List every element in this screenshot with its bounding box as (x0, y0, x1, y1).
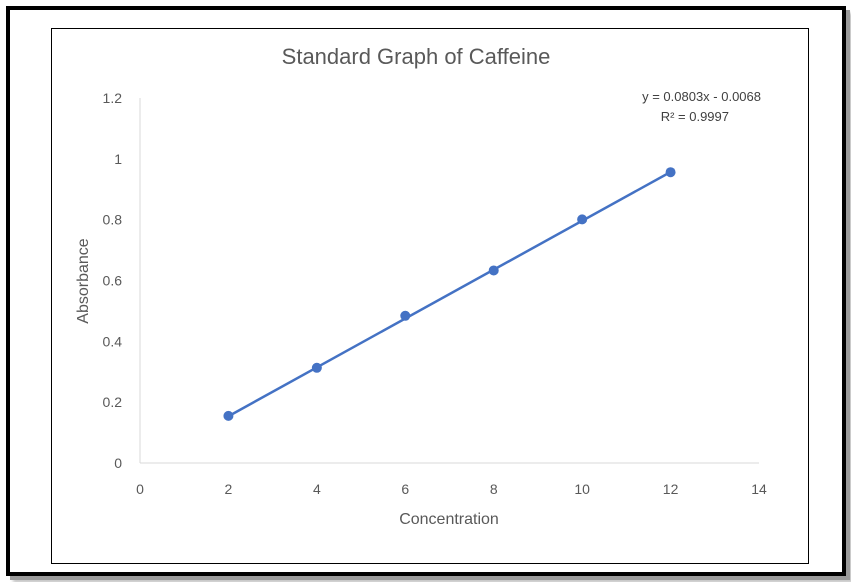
trendline-equation: y = 0.0803x - 0.0068 (642, 89, 761, 104)
y-axis-title: Absorbance (75, 238, 92, 323)
y-tick-label: 1 (114, 151, 122, 167)
trendline (227, 170, 672, 418)
y-tick-label: 0.4 (103, 333, 123, 349)
tick-labels: 0 2 4 6 8 10 12 14 0 0.2 0.4 0.6 0.8 1 1.2 (103, 90, 767, 497)
x-axis-title: Concentration (399, 511, 499, 528)
x-tick-label: 10 (574, 481, 590, 497)
y-tick-label: 1.2 (103, 90, 123, 106)
data-point (311, 362, 322, 373)
data-point (400, 310, 411, 321)
x-tick-label: 12 (663, 481, 679, 497)
data-point (223, 410, 234, 421)
chart-title: Standard Graph of Caffeine (282, 44, 551, 69)
trendline-group (227, 170, 672, 418)
data-point (577, 214, 588, 225)
y-tick-label: 0 (114, 455, 122, 471)
x-tick-label: 6 (401, 481, 409, 497)
x-tick-label: 0 (136, 481, 144, 497)
x-tick-label: 14 (751, 481, 767, 497)
trendline-r-squared: R² = 0.9997 (661, 109, 729, 124)
data-point (665, 167, 676, 178)
y-tick-label: 0.2 (103, 394, 123, 410)
y-tick-label: 0.6 (103, 273, 123, 289)
y-tick-label: 0.8 (103, 212, 123, 228)
data-points (223, 167, 676, 421)
outer-frame (6, 6, 846, 576)
x-tick-label: 2 (225, 481, 233, 497)
x-tick-label: 4 (313, 481, 321, 497)
axes (139, 98, 759, 464)
data-point (488, 265, 499, 276)
chart-area (51, 28, 809, 564)
x-tick-label: 8 (490, 481, 498, 497)
